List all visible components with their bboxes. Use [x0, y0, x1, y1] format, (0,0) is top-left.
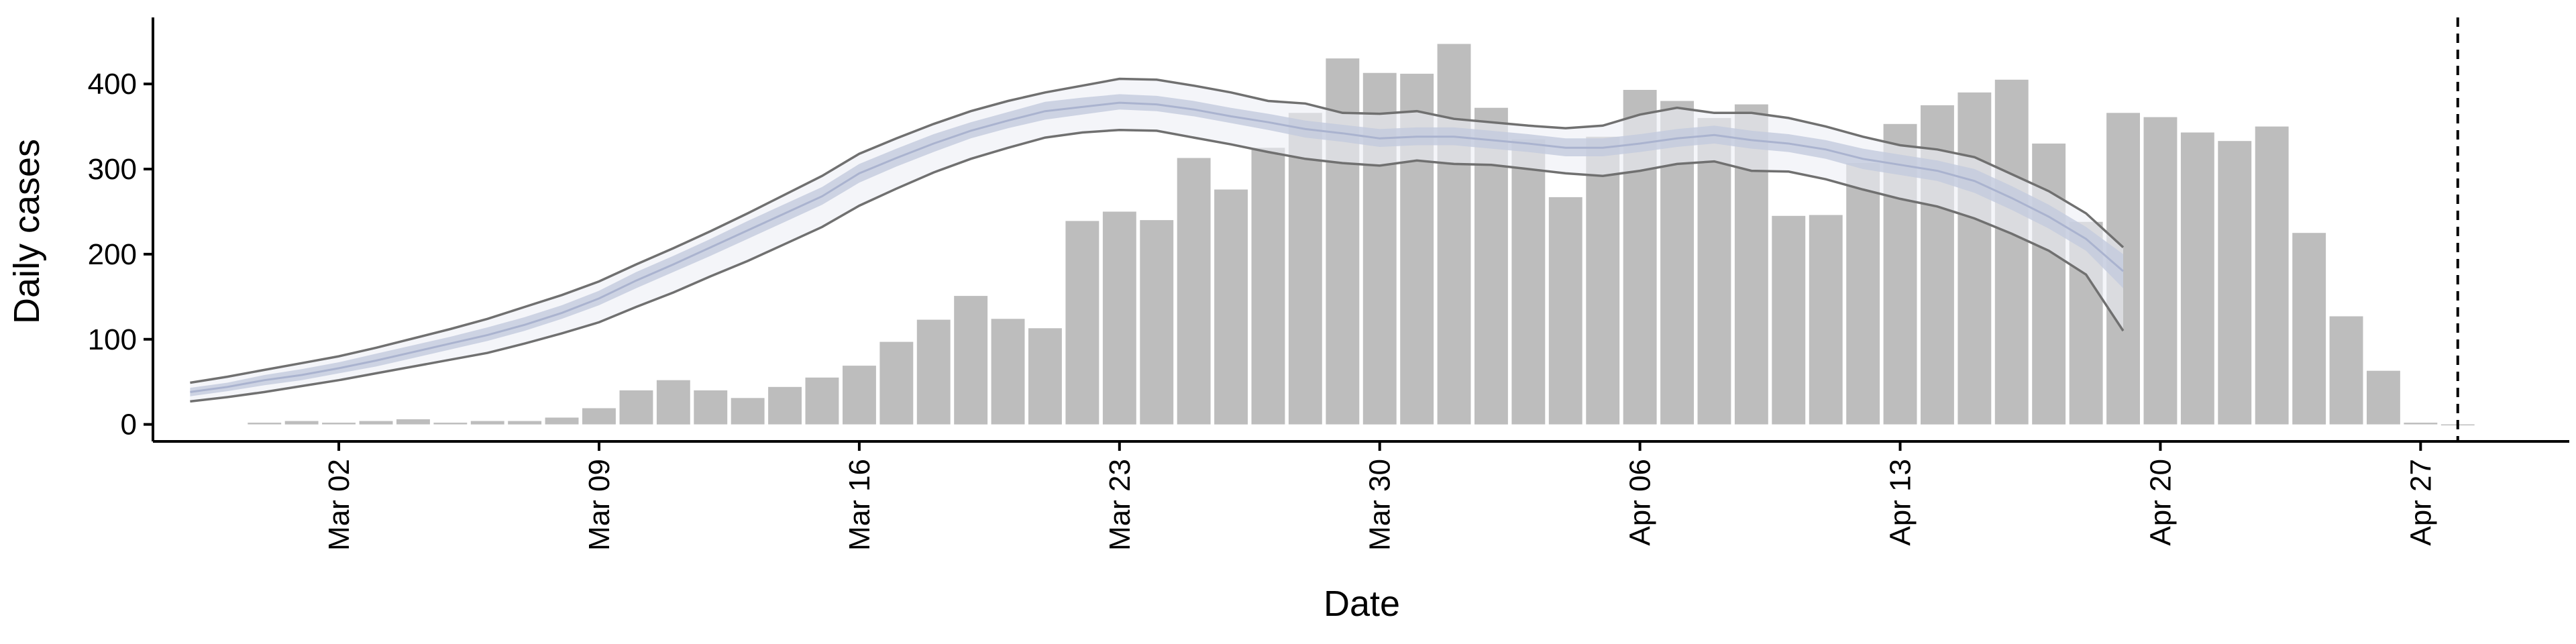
- x-tick-label: Mar 09: [583, 459, 616, 551]
- bar: [470, 421, 504, 425]
- bar: [433, 423, 468, 425]
- bar: [1772, 215, 1806, 425]
- bar: [1548, 197, 1582, 425]
- y-tick-label: 200: [88, 238, 137, 271]
- bar: [991, 319, 1025, 425]
- bar: [1288, 113, 1322, 425]
- x-axis: Mar 02 Mar 09 Mar 16 Mar 23 Mar 30 Apr 06 Apr …: [153, 440, 2569, 551]
- bar: [359, 421, 393, 425]
- outer-band: [190, 78, 2124, 402]
- bar: [2143, 117, 2178, 425]
- x-axis-title: Date: [1324, 584, 1400, 624]
- forecast-band: [190, 77, 2125, 403]
- bar: [619, 390, 653, 425]
- bar: [1846, 163, 1880, 425]
- bar: [2367, 370, 2400, 425]
- bar: [879, 341, 914, 425]
- bar: [322, 423, 356, 425]
- bar: [2255, 126, 2289, 425]
- bar: [582, 408, 616, 425]
- bar: [248, 423, 282, 425]
- bar: [1251, 148, 1285, 425]
- bar: [1437, 44, 1471, 425]
- bar: [284, 421, 319, 425]
- bar: [2292, 233, 2326, 425]
- bar: [1957, 92, 1992, 425]
- bar: [508, 421, 542, 425]
- bar-group: [248, 44, 2475, 426]
- x-tick-label: Mar 16: [843, 459, 876, 551]
- bar: [731, 398, 765, 425]
- x-tick-label: Mar 02: [323, 459, 356, 551]
- bar: [805, 377, 839, 425]
- bar: [2404, 423, 2438, 425]
- bar: [1214, 189, 1248, 425]
- y-axis: 0 100 200 300 400: [88, 17, 154, 441]
- y-tick-label: 400: [88, 68, 137, 101]
- bar: [2329, 316, 2363, 425]
- bar: [1697, 117, 1731, 425]
- bar: [1140, 220, 1174, 425]
- bar: [768, 386, 802, 425]
- bar: [1065, 221, 1099, 425]
- y-axis-title: Daily cases: [7, 139, 47, 324]
- y-tick-label: 0: [121, 409, 137, 441]
- bar: [1177, 158, 1211, 425]
- median-line: [190, 101, 2124, 393]
- x-tick-label: Apr 20: [2144, 459, 2177, 546]
- lower-bound-line: [190, 128, 2125, 403]
- bar: [1809, 215, 1843, 425]
- bar: [1102, 211, 1136, 425]
- bar: [954, 296, 988, 425]
- bar: [396, 419, 430, 425]
- bar: [843, 366, 876, 425]
- x-tick-label: Apr 27: [2404, 459, 2437, 546]
- bar: [694, 390, 728, 425]
- x-tick-label: Mar 23: [1104, 459, 1136, 551]
- bar: [1994, 79, 2029, 425]
- bar: [1028, 328, 1062, 425]
- bar: [1586, 136, 1620, 425]
- bar: [656, 380, 690, 425]
- upper-bound-line: [190, 77, 2125, 384]
- bar: [2180, 132, 2214, 425]
- y-tick-label: 100: [88, 323, 137, 356]
- x-tick-label: Mar 30: [1364, 459, 1397, 551]
- x-tick-label: Apr 06: [1624, 459, 1657, 546]
- bar: [916, 319, 951, 425]
- y-tick-label: 300: [88, 153, 137, 186]
- bar: [2218, 141, 2252, 425]
- bar: [1511, 139, 1546, 425]
- x-tick-label: Apr 13: [1884, 459, 1917, 546]
- bar: [545, 417, 579, 425]
